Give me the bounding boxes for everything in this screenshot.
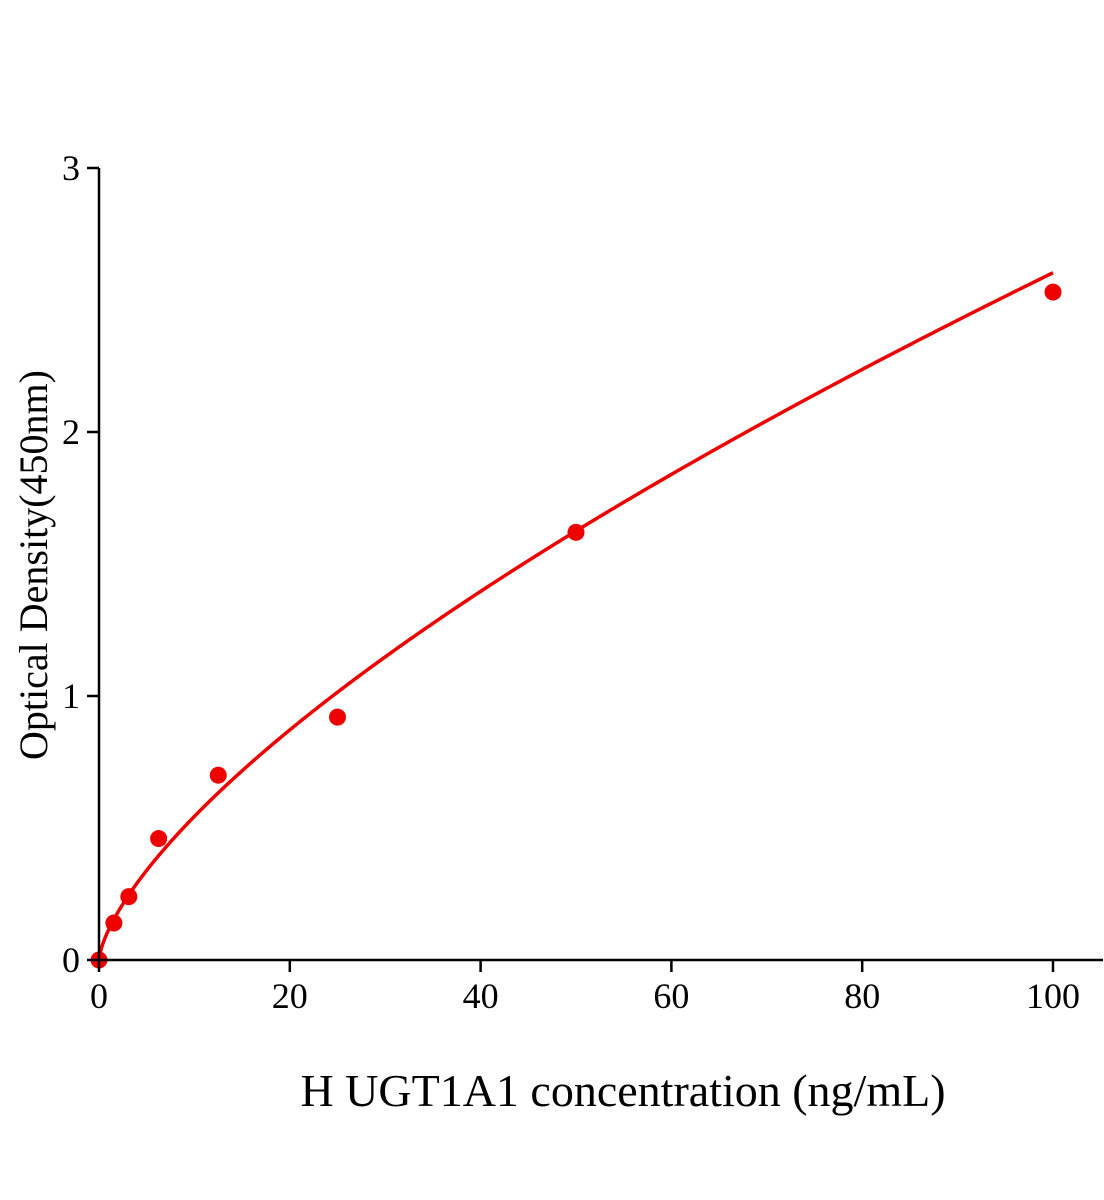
x-tick-label: 0 bbox=[90, 976, 108, 1016]
data-point bbox=[150, 830, 168, 848]
x-tick-label: 80 bbox=[844, 976, 880, 1016]
fit-curve bbox=[97, 271, 1054, 961]
x-tick-label: 100 bbox=[1026, 976, 1080, 1016]
x-tick-label: 60 bbox=[653, 976, 689, 1016]
x-tick-label: 40 bbox=[463, 976, 499, 1016]
fit-curve-layer bbox=[97, 271, 1054, 961]
y-tick-label: 2 bbox=[62, 412, 80, 452]
data-point bbox=[329, 708, 346, 726]
y-ticks: 0 1 2 3 bbox=[62, 148, 99, 980]
data-point bbox=[120, 888, 138, 906]
x-ticks: 0 20 40 60 80 100 bbox=[90, 960, 1080, 1016]
y-tick-label: 3 bbox=[62, 148, 80, 188]
data-point bbox=[1044, 283, 1062, 301]
data-point bbox=[209, 766, 227, 784]
data-point bbox=[105, 914, 123, 932]
y-axis-label: Optical Density(450nm) bbox=[11, 370, 56, 760]
x-axis-label: H UGT1A1 concentration (ng/mL) bbox=[300, 1065, 945, 1116]
data-points-layer bbox=[90, 283, 1062, 969]
data-point bbox=[567, 523, 585, 541]
y-tick-label: 0 bbox=[62, 940, 80, 980]
x-tick-label: 20 bbox=[272, 976, 308, 1016]
y-tick-label: 1 bbox=[62, 676, 80, 716]
